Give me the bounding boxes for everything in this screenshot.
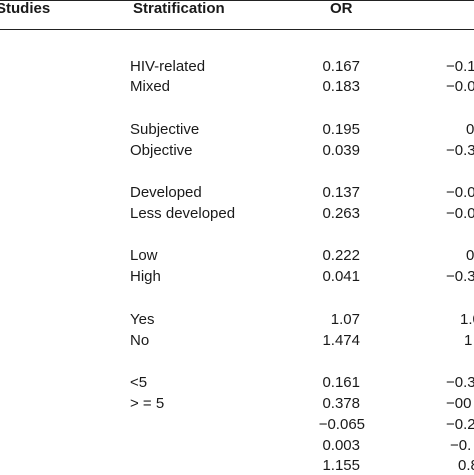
or-cell: 0.039 [322,142,360,159]
stratification-cell: Subjective [130,121,200,138]
ci-cell: −0.0 [446,205,474,222]
ci-cell: 0.8 [458,457,474,474]
or-cell: 1.07 [330,311,360,328]
stratification-cell: > = 5 [130,395,165,412]
or-cell: 0.263 [322,205,360,222]
ci-cell: −0.1 [446,58,474,75]
or-cell: 0.183 [322,78,360,95]
header-rule [0,29,474,30]
stratification-cell: No [130,332,150,349]
stratification-cell: Less developed [130,205,236,222]
col-header-stratification: Stratification [133,0,225,17]
or-cell: 0.161 [322,374,360,391]
top-rule [0,0,474,1]
ci-cell: −0.3 [446,268,474,285]
col-header-studies: Studies [0,0,51,17]
ci-cell: −0.0 [446,184,474,201]
ci-cell: 0 [466,247,474,264]
col-header-or: OR [330,0,353,17]
ci-cell: −00 [446,395,472,412]
ci-cell: −0. [450,437,472,454]
stratification-cell: Low [130,247,158,264]
ci-cell: 1.0 [460,311,474,328]
or-cell: −0.065 [318,416,365,433]
ci-cell: −0.2 [446,416,474,433]
stratification-cell: HIV-related [130,58,206,75]
or-cell: 0.222 [322,247,360,264]
stratification-cell: Yes [130,311,155,328]
or-cell: 0.167 [322,58,360,75]
ci-cell: −0.3 [446,374,474,391]
or-cell: 0.041 [322,268,360,285]
stratification-cell: Mixed [130,78,171,95]
ci-cell: 1 [464,332,473,349]
stratification-cell: Developed [130,184,202,201]
or-cell: 0.137 [322,184,360,201]
ci-cell: 0 [466,121,474,138]
or-cell: 1.474 [322,332,360,349]
ci-cell: −0.0 [446,78,474,95]
or-cell: 0.195 [322,121,360,138]
or-cell: 1.155 [322,457,360,474]
or-cell: 0.378 [322,395,360,412]
stratification-cell: Objective [130,142,193,159]
stratification-cell: High [130,268,161,285]
stratification-cell: <5 [130,374,148,391]
ci-cell: −0.3 [446,142,474,159]
or-cell: 0.003 [322,437,360,454]
